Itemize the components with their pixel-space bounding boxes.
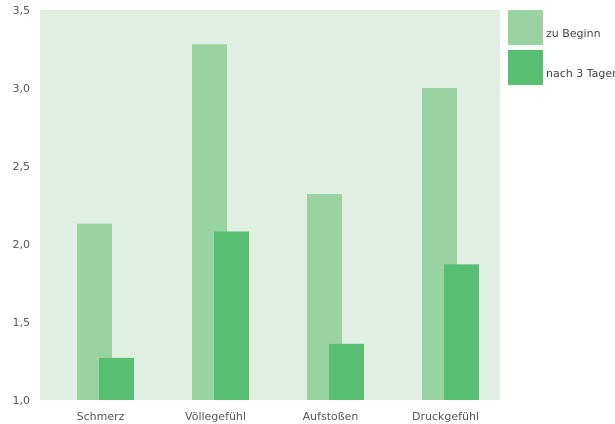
bar-after-2: [214, 231, 249, 400]
bar-after-1: [99, 357, 134, 400]
x-tick-label: Schmerz: [77, 410, 125, 423]
y-tick-label: 1,5: [13, 316, 31, 329]
y-tick-label: 3,0: [13, 82, 31, 95]
legend-swatch: [508, 10, 543, 45]
x-axis-ticks: Schmerz Völlegefühl Aufstoßen Druckgefühl: [77, 410, 479, 423]
legend-swatch: [508, 50, 543, 85]
y-tick-label: 3,5: [13, 4, 31, 17]
y-tick-label: 2,5: [13, 160, 31, 173]
bar-after-4: [444, 264, 479, 400]
y-axis-ticks: 1,0 1,5 2,0 2,5 3,0 3,5: [13, 4, 31, 407]
x-tick-label: Aufstoßen: [303, 410, 359, 423]
bar-after-3: [329, 343, 364, 400]
x-tick-label: Druckgefühl: [412, 410, 479, 423]
legend-label: zu Beginn: [546, 27, 601, 40]
x-tick-label: Völlegefühl: [185, 410, 246, 423]
y-tick-label: 2,0: [13, 238, 31, 251]
y-tick-label: 1,0: [13, 394, 31, 407]
bars-group: [77, 44, 479, 400]
legend: zu Beginn nach 3 Tagen: [508, 10, 615, 85]
legend-label: nach 3 Tagen: [546, 67, 615, 80]
